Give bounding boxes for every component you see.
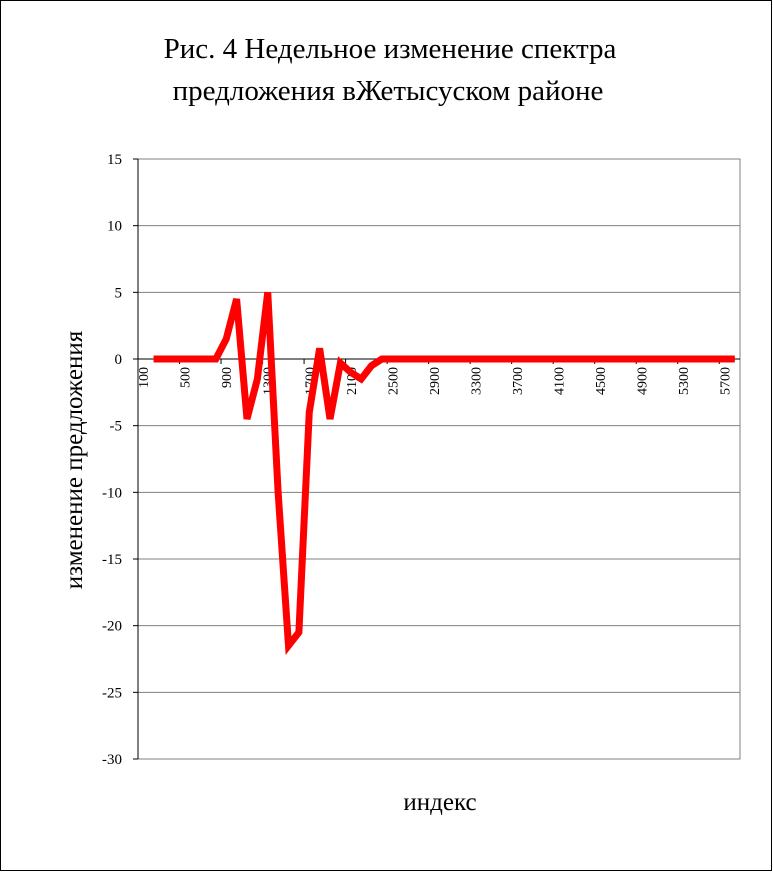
y-tick-label: -25 bbox=[102, 685, 122, 701]
x-tick-label: 2500 bbox=[386, 367, 401, 395]
y-tick-label: -20 bbox=[102, 619, 122, 635]
y-tick-label: 15 bbox=[107, 152, 122, 168]
chart-title: предложения вЖетысуском районе bbox=[173, 75, 604, 107]
x-tick-label: 4900 bbox=[635, 367, 650, 395]
y-tick-label: 0 bbox=[115, 352, 123, 368]
plot-area bbox=[137, 158, 741, 760]
y-axis-label: изменение предложения bbox=[61, 330, 88, 589]
x-tick-label: 3300 bbox=[469, 367, 484, 395]
y-tick-label: 10 bbox=[107, 219, 122, 235]
x-tick-label: 100 bbox=[137, 367, 152, 388]
data-line bbox=[153, 291, 735, 656]
x-tick-label: 500 bbox=[179, 367, 194, 388]
y-tick-label: -10 bbox=[102, 485, 122, 501]
x-tick-label: 3700 bbox=[511, 367, 526, 395]
x-tick-label: 2900 bbox=[428, 367, 443, 395]
chart-title: Рис. 4 Недельное изменение спектра bbox=[164, 33, 617, 65]
x-axis-label: индекс bbox=[403, 789, 476, 816]
y-tick-label: -15 bbox=[102, 552, 122, 568]
y-tick-label: 5 bbox=[115, 285, 123, 301]
y-tick-label: -30 bbox=[102, 752, 122, 768]
x-tick-label: 4100 bbox=[552, 367, 567, 395]
y-tick-label: -5 bbox=[110, 419, 123, 435]
x-tick-label: 900 bbox=[220, 367, 235, 388]
x-tick-label: 5700 bbox=[718, 367, 733, 395]
x-tick-label: 4500 bbox=[594, 367, 609, 395]
x-tick-label: 5300 bbox=[677, 367, 692, 395]
